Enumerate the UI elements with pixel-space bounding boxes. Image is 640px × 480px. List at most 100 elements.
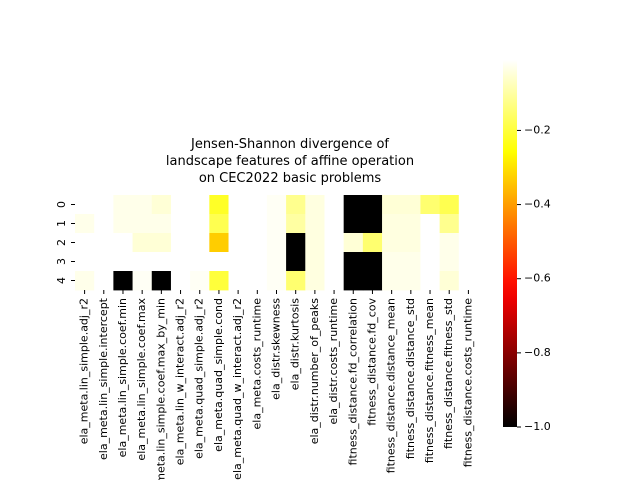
x-tick-label: ela_meta.lin_simple.coef.max_by_min [154, 298, 167, 480]
x-tick-label: fitness_distance.distance_std [404, 298, 417, 459]
heatmap-cell [439, 233, 460, 253]
heatmap-cell [420, 233, 441, 253]
x-tick-label: ela_meta.lin_simple.intercept [97, 297, 110, 460]
heatmap-cell [286, 233, 306, 253]
heatmap-cell [305, 214, 325, 234]
y-tick-label: 2 [55, 239, 68, 246]
heatmap-cell [343, 214, 364, 234]
x-tick-label: ela_meta.costs_runtime [250, 298, 263, 430]
y-tick-label: 1 [55, 220, 68, 227]
x-tick-label: ela_distr.skewness [270, 298, 283, 400]
heatmap-cell [151, 271, 172, 291]
heatmap-cell [209, 233, 229, 253]
colorbar-tick-label: −0.6 [524, 272, 551, 285]
heatmap-cell [362, 233, 383, 253]
colorbar-tick-label: −0.2 [524, 123, 551, 136]
heatmap-cell [324, 233, 345, 253]
heatmap-cell [362, 271, 383, 291]
chart-title: Jensen-Shannon divergence of [190, 137, 389, 152]
heatmap-cell [75, 233, 95, 253]
heatmap-cell [382, 214, 402, 234]
heatmap-cell [458, 195, 479, 215]
heatmap-cell [228, 214, 249, 234]
heatmap-cell [266, 233, 287, 253]
heatmap-cell [286, 271, 306, 291]
heatmap-cell [151, 214, 172, 234]
heatmap-cell [420, 252, 441, 272]
heatmap-cell [343, 252, 364, 272]
heatmap-cell [94, 214, 114, 234]
heatmap-cell [75, 252, 95, 272]
heatmap-cell [266, 252, 287, 272]
heatmap-cell [75, 214, 95, 234]
heatmap-cell [286, 252, 306, 272]
heatmap-cell [286, 195, 306, 215]
heatmap-cell [228, 233, 249, 253]
heatmap-cell [170, 195, 191, 215]
x-tick-label: ela_distr.costs_runtime [327, 298, 340, 425]
colorbar-tick-label: −0.4 [524, 198, 551, 211]
heatmap-cell [362, 195, 383, 215]
heatmap-cell [324, 214, 345, 234]
heatmap-cell [209, 214, 229, 234]
heatmap-cell [343, 233, 364, 253]
heatmap-cell [266, 271, 287, 291]
x-tick-label: ela_distr.number_of_peaks [308, 298, 321, 445]
heatmap-cell [228, 252, 249, 272]
heatmap-cell [132, 195, 153, 215]
colorbar [503, 60, 517, 427]
heatmap-cell [190, 233, 210, 253]
heatmap-cell [420, 271, 441, 291]
x-tick-label: ela_meta.lin_simple.coef.max [135, 298, 148, 461]
heatmap-cell [362, 214, 383, 234]
heatmap-cell [362, 252, 383, 272]
heatmap-cell [458, 233, 479, 253]
heatmap-cell [151, 252, 172, 272]
heatmap-cell [75, 271, 95, 291]
heatmap-cell [247, 233, 268, 253]
x-tick-label: fitness_distance.costs_runtime [461, 298, 474, 468]
heatmap-cell [305, 233, 325, 253]
heatmap-cell [132, 252, 153, 272]
heatmap-cell [266, 195, 287, 215]
heatmap-cell [170, 214, 191, 234]
heatmap-cell [343, 195, 364, 215]
heatmap-cell [190, 252, 210, 272]
heatmap-cell [439, 214, 460, 234]
colorbar-tick-label: −0.8 [524, 346, 551, 359]
x-tick-label: fitness_distance.fd_correlation [346, 298, 359, 465]
heatmap-cell [132, 214, 153, 234]
heatmap-cell [401, 214, 421, 234]
heatmap-cell [401, 195, 421, 215]
x-tick-label: fitness_distance.distance_mean [385, 298, 398, 473]
x-tick-label: ela_meta.quad_simple.adj_r2 [193, 298, 206, 459]
heatmap-cell [286, 214, 306, 234]
heatmap-cell [305, 271, 325, 291]
heatmap-cell [75, 195, 95, 215]
heatmap-cell [266, 214, 287, 234]
x-tick-label: ela_distr.kurtosis [289, 298, 302, 391]
x-tick-label: ela_meta.quad_simple.cond [212, 298, 225, 452]
chart-title: landscape features of affine operation [166, 154, 414, 169]
x-tick-label: ela_meta.quad_w_interact.adj_r2 [231, 298, 244, 480]
y-tick-label: 4 [55, 277, 68, 284]
heatmap-cell [382, 195, 402, 215]
heatmap-cell [94, 195, 114, 215]
heatmap-cell [94, 252, 114, 272]
heatmap-cell [458, 271, 479, 291]
heatmap-cell [113, 252, 133, 272]
x-tick-label: ela_meta.lin_simple.coef.min [116, 298, 129, 457]
heatmap-cell [151, 233, 172, 253]
heatmap-cell [113, 271, 133, 291]
heatmap-cell [132, 271, 153, 291]
heatmap-cell [401, 271, 421, 291]
heatmap-cell [458, 214, 479, 234]
heatmap-cell [170, 252, 191, 272]
heatmap-cell [401, 252, 421, 272]
heatmap-cell [439, 271, 460, 291]
heatmap-cell [228, 271, 249, 291]
x-tick-label: fitness_distance.fitness_mean [423, 298, 436, 463]
heatmap-cell [209, 271, 229, 291]
